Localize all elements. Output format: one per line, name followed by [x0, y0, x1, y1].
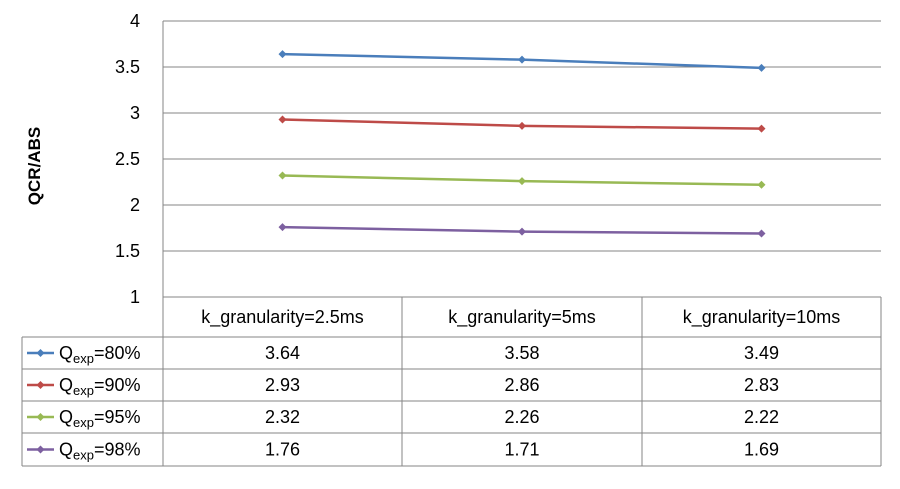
legend-label: Qexp=80%	[59, 343, 141, 366]
data-point	[518, 55, 526, 64]
table-cell-value: 2.83	[744, 375, 779, 395]
data-point	[278, 171, 287, 180]
table-cell-value: 1.71	[504, 440, 539, 460]
y-tick-label: 3	[130, 103, 140, 123]
y-tick-label: 3.5	[115, 57, 140, 77]
table-cell-value: 3.58	[504, 343, 539, 363]
data-point	[278, 223, 287, 232]
data-table: k_granularity=2.5ms k_granularity=5ms k_gr…	[21, 21, 882, 467]
table-cell-value: 3.49	[744, 343, 779, 363]
table-cell-value: 3.64	[265, 343, 300, 363]
data-point	[278, 50, 287, 59]
data-point	[518, 177, 526, 186]
data-point	[518, 227, 526, 236]
legend-label: Qexp=90%	[59, 375, 141, 398]
x-category-label: k_granularity=5ms	[448, 307, 596, 328]
table-cell-value: 2.22	[744, 407, 779, 427]
series-lines	[278, 50, 766, 238]
y-tick-label: 2	[130, 195, 140, 215]
x-category-label: k_granularity=2.5ms	[201, 307, 364, 328]
y-tick-label: 1	[130, 287, 140, 307]
y-axis-label: QCR/ABS	[25, 127, 44, 205]
table-cell-value: 2.93	[265, 375, 300, 395]
data-point	[518, 121, 526, 130]
y-axis: 1 1.5 2 2.5 3 3.5 4	[115, 11, 140, 307]
data-point	[757, 180, 766, 189]
table-cell-value: 2.26	[504, 407, 539, 427]
legend-label: Qexp=98%	[59, 440, 141, 463]
table-cell-value: 1.76	[265, 440, 300, 460]
table-cell-value: 2.86	[504, 375, 539, 395]
data-point	[757, 63, 766, 72]
y-tick-label: 2.5	[115, 149, 140, 169]
x-category-label: k_granularity=10ms	[683, 307, 841, 328]
y-tick-label: 4	[130, 11, 140, 31]
legend-marker	[36, 381, 45, 389]
data-point	[757, 124, 766, 133]
table-cell-value: 2.32	[265, 407, 300, 427]
legend-marker	[36, 413, 45, 421]
legend-marker	[36, 445, 45, 454]
legend-label: Qexp=95%	[59, 407, 141, 430]
gridlines	[163, 20, 881, 252]
table-cell-value: 1.69	[744, 440, 779, 460]
legend-marker	[36, 349, 45, 357]
y-tick-label: 1.5	[115, 241, 140, 261]
data-point	[757, 229, 766, 238]
data-point	[278, 115, 287, 124]
